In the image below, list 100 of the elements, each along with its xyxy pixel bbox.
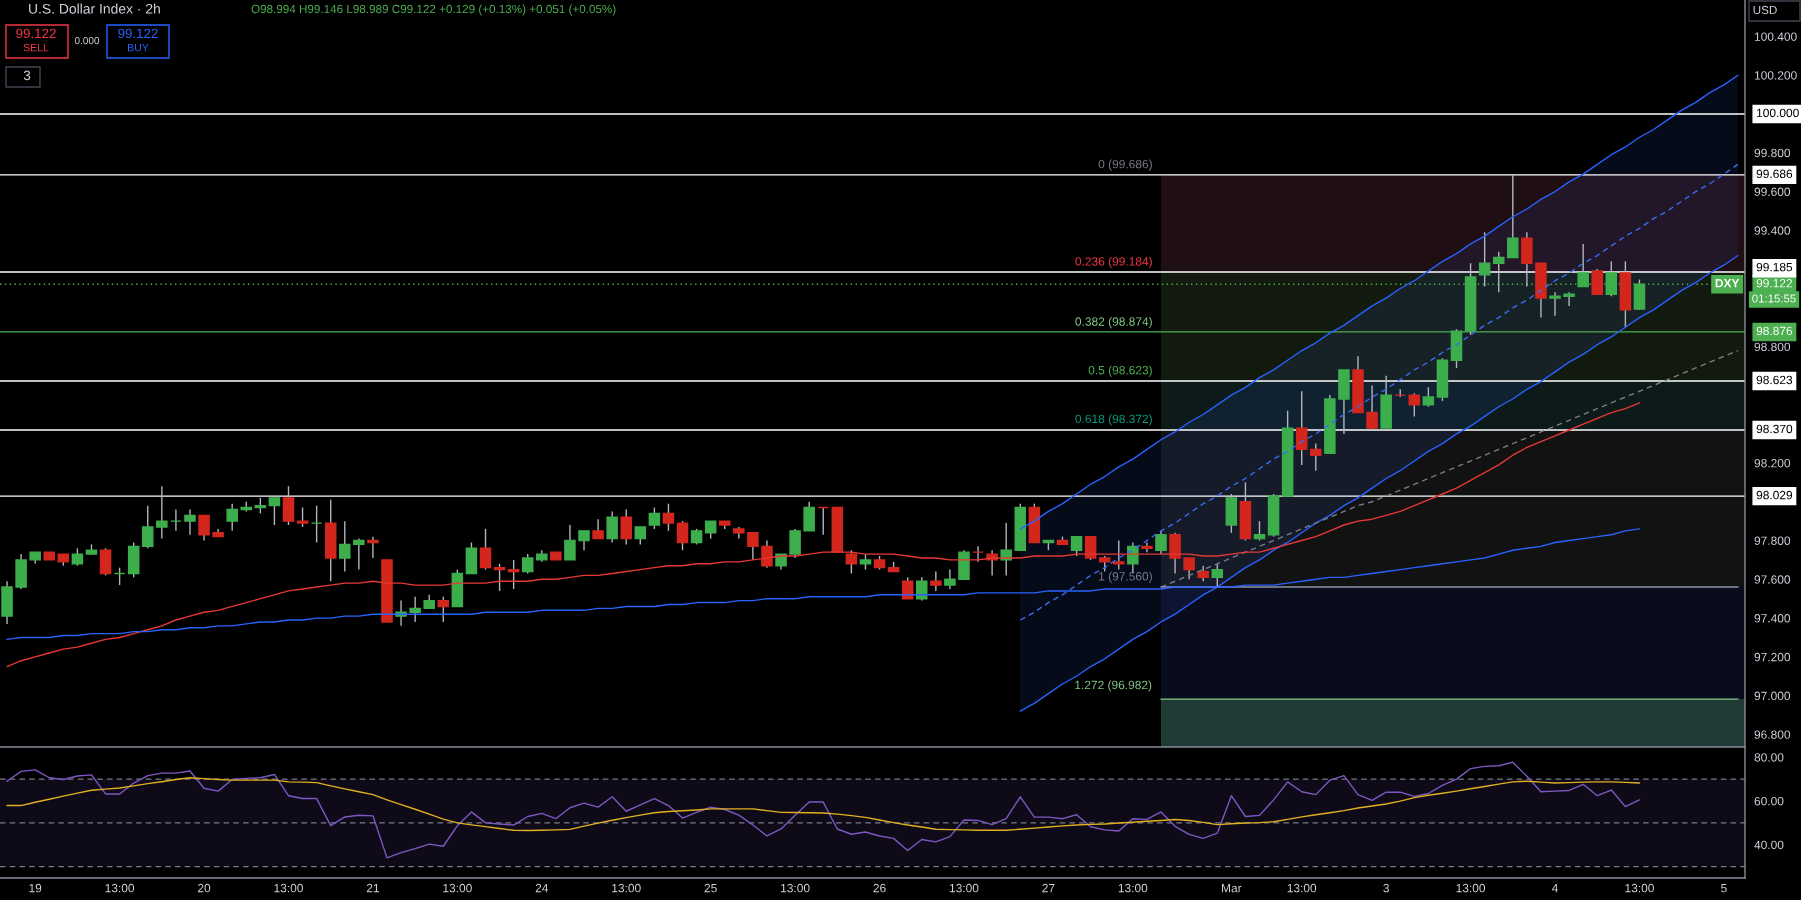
candlestick <box>1070 535 1083 557</box>
x-tick-label: 13:00 <box>1118 883 1148 893</box>
ref-line-label: 99.122 <box>1756 278 1793 288</box>
line-series <box>1160 349 1739 588</box>
candlestick <box>1507 174 1519 259</box>
y-tick-label: 97.400 <box>1754 614 1791 623</box>
candlestick <box>817 506 830 536</box>
x-tick-label: 27 <box>1042 883 1055 893</box>
candlestick <box>930 570 942 592</box>
x-tick-label: 26 <box>873 883 886 893</box>
candlestick <box>282 485 295 526</box>
candlestick <box>339 520 351 573</box>
ref-line-label: 98.029 <box>1756 490 1793 500</box>
candlestick <box>845 549 858 575</box>
candlestick <box>99 547 112 577</box>
x-tick-label: 19 <box>29 883 42 893</box>
line-series <box>1019 74 1739 530</box>
candlestick <box>156 485 168 540</box>
annotation: 0.000 <box>74 37 100 45</box>
candlestick <box>1577 243 1589 288</box>
line-series <box>6 777 1641 832</box>
annotation: BUY <box>128 43 149 52</box>
annotation: 99.122 <box>118 28 158 39</box>
annotation: 3 <box>23 70 31 81</box>
candlestick <box>578 530 590 551</box>
annotation: DXY <box>1715 279 1740 288</box>
x-tick-label: 13:00 <box>781 883 810 893</box>
candlestick <box>1310 442 1322 472</box>
candlestick <box>1408 392 1421 418</box>
candlestick <box>662 502 675 532</box>
y-tick-label: 60.00 <box>1754 796 1784 806</box>
candlestick <box>564 524 576 561</box>
candlestick <box>1492 250 1505 294</box>
y-tick-label: 97.200 <box>1754 652 1791 662</box>
y-tick-label: 98.200 <box>1754 458 1791 468</box>
x-tick-label: 25 <box>704 883 717 893</box>
candlestick <box>761 539 773 569</box>
ref-line-label: 99.686 <box>1756 169 1793 179</box>
annotation: 0.382 (98.874) <box>1075 317 1152 329</box>
text: 01:15:55 <box>1752 294 1796 303</box>
annotation: 0.236 (99.184) <box>1075 256 1152 269</box>
candlestick <box>648 506 661 530</box>
annotation: 0.5 (98.623) <box>1088 365 1152 377</box>
ref-line-label: 99.185 <box>1756 262 1793 272</box>
candlestick <box>1422 386 1435 408</box>
candlestick <box>676 520 689 551</box>
candlestick <box>479 528 492 571</box>
x-tick-label: 5 <box>1721 883 1727 893</box>
candlestick <box>437 596 450 623</box>
y-tick-label: 97.600 <box>1754 575 1791 584</box>
x-tick-label: Mar <box>1222 883 1242 893</box>
x-tick-label: 13:00 <box>612 883 641 893</box>
annotation: SELL <box>23 43 49 52</box>
y-tick-label: 99.600 <box>1754 187 1791 196</box>
candlestick <box>1591 268 1603 295</box>
candlestick <box>803 501 815 532</box>
ref-line-label: 100.000 <box>1757 108 1799 118</box>
candlestick <box>521 553 534 575</box>
chart-subtitle: O98.994 H99.146 L98.989 C99.122 +0.129 (+0.13%) +0.051 (+0.05%) <box>251 4 616 16</box>
candlestick <box>606 510 618 544</box>
x-tick-label: 20 <box>198 883 211 893</box>
y-tick-label: 99.400 <box>1754 226 1791 235</box>
candlestick <box>142 504 154 549</box>
candlestick <box>409 596 421 623</box>
candlestick <box>592 518 604 540</box>
candlestick <box>1295 390 1308 466</box>
ref-line-label: 98.623 <box>1756 375 1793 385</box>
annotation: 0.618 (98.372) <box>1075 414 1152 426</box>
y-tick-label: 97.800 <box>1754 536 1791 545</box>
y-tick-label: 80.00 <box>1754 753 1784 762</box>
x-tick-label: 13:00 <box>1625 883 1654 893</box>
candlestick <box>972 545 984 563</box>
annotation: 99.122 <box>16 28 56 39</box>
candlestick <box>1155 530 1167 555</box>
candlestick <box>1563 291 1575 307</box>
candlestick <box>1605 260 1618 297</box>
y-tick-label: 40.00 <box>1754 840 1784 850</box>
candlestick <box>1253 520 1266 542</box>
text: USD <box>1753 5 1777 15</box>
annotation: 1 (97.560) <box>1099 571 1152 583</box>
y-tick-label: 97.000 <box>1754 691 1791 701</box>
x-tick-label: 13:00 <box>949 883 979 893</box>
candlestick <box>353 537 365 571</box>
candlestick <box>944 568 956 590</box>
candlestick <box>1211 563 1224 588</box>
candlestick <box>268 495 281 526</box>
candlestick <box>507 559 520 590</box>
candlestick <box>1113 539 1125 571</box>
x-tick-label: 13:00 <box>1456 883 1486 893</box>
candlestick <box>747 532 759 561</box>
candlestick <box>296 506 309 528</box>
ref-line-label: 98.370 <box>1756 424 1793 434</box>
line-series <box>6 402 1641 668</box>
y-tick-label: 100.200 <box>1754 71 1797 80</box>
ref-line-label: 98.876 <box>1756 326 1793 336</box>
x-tick-label: 3 <box>1383 883 1389 893</box>
candlestick <box>184 508 196 536</box>
candlestick <box>1549 291 1561 317</box>
x-tick-label: 13:00 <box>274 883 303 893</box>
candlestick <box>493 563 506 592</box>
